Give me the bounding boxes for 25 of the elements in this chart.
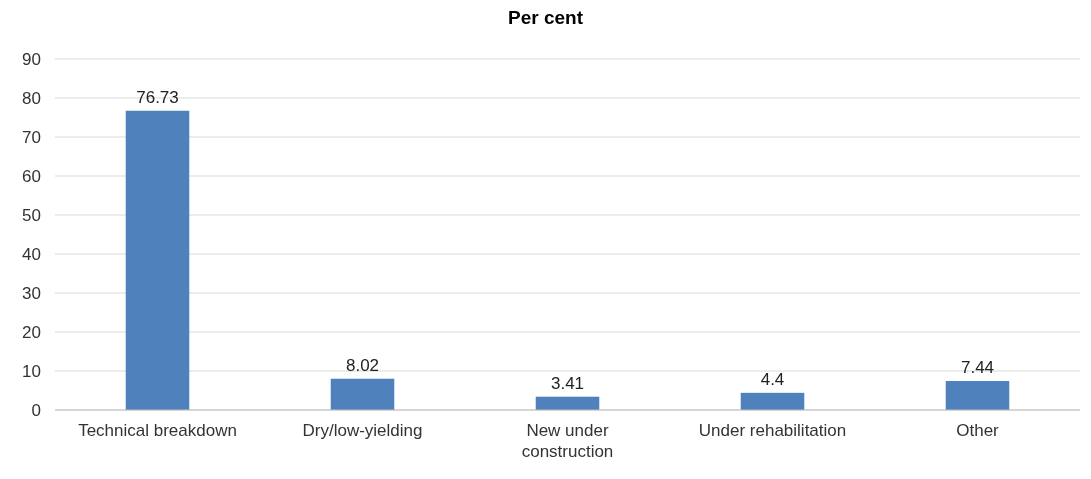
data-label: 8.02 [345,355,380,375]
data-label: 76.73 [136,87,179,107]
y-tick-label: 10 [22,361,41,381]
y-tick-label: 60 [22,166,41,186]
y-tick-label: 20 [22,322,41,342]
y-tick-label: 0 [31,400,41,420]
data-label: 7.44 [960,357,995,377]
y-tick-label: 40 [22,244,41,264]
y-tick-label: 30 [22,283,41,303]
y-tick-label: 80 [22,88,41,108]
y-tick-label: 70 [22,127,41,147]
x-tick-label: Dry/low-yielding [302,421,423,441]
bar [330,378,395,410]
bar [125,110,190,410]
bar [945,380,1010,410]
y-tick-label: 90 [22,49,41,69]
x-tick-label: Technical breakdown [78,421,237,441]
chart-title: Per cent [508,7,584,28]
bar [740,392,805,410]
x-tick-label: Under rehabilitation [698,421,847,441]
y-tick-label: 50 [22,205,41,225]
data-label: 3.41 [550,373,585,393]
data-label: 4.4 [760,369,785,389]
x-tick-label: Other [956,421,1000,441]
x-tick-label: New under construction [521,421,614,462]
